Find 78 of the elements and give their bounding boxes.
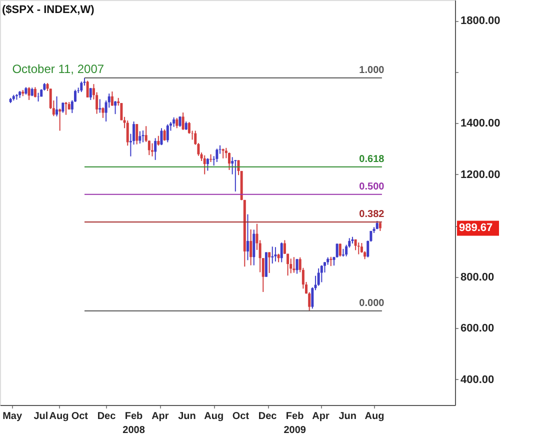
candlestick [80, 81, 83, 93]
candlestick [203, 154, 206, 175]
candlestick [172, 116, 176, 128]
candlestick [154, 138, 157, 160]
annotation: 0.618 [359, 154, 385, 165]
x-tick-label: Feb 2008 [122, 411, 146, 436]
candlestick [246, 214, 249, 261]
candlestick [114, 100, 117, 115]
candlestick [163, 128, 166, 142]
annotation: 0.000 [359, 298, 385, 309]
candlestick [216, 148, 218, 162]
x-tick-label: Apr [312, 411, 330, 422]
annotation: October 11, 2007 [12, 62, 104, 76]
candlestick [160, 128, 163, 146]
x-tick-label: Oct [232, 411, 250, 422]
candlestick [283, 240, 286, 255]
x-tick-label: Aug [49, 411, 69, 422]
annotation: 1.000 [359, 64, 385, 76]
x-tick-label: Oct [71, 411, 89, 422]
candlestick [271, 246, 274, 264]
candlestick [58, 108, 62, 132]
candlestick [37, 92, 40, 102]
candlestick [286, 253, 290, 276]
candlestick [268, 252, 271, 274]
candlestick [126, 120, 129, 146]
candlestick [280, 242, 283, 263]
candlestick [136, 124, 138, 145]
annotation: 0.382 [359, 208, 385, 220]
x-tick-label: Feb 2009 [284, 411, 306, 436]
candlestick [176, 117, 178, 129]
y-tick-label: 600.00 [460, 322, 494, 335]
x-tick-label: Aug [364, 411, 384, 422]
candlestick [330, 256, 332, 267]
candlestick [274, 246, 277, 262]
candlestick [110, 91, 114, 106]
y-tick-label: 1800.00 [460, 15, 500, 28]
candlestick [252, 229, 256, 266]
candlestick [34, 86, 36, 98]
candlestick [56, 96, 58, 117]
candlestick [222, 148, 224, 159]
annotation: 0.500 [359, 181, 385, 192]
y-tick-label: 800.00 [460, 271, 494, 284]
candlestick [138, 130, 142, 144]
candlestick [234, 159, 237, 192]
x-tick-label: Jul [34, 411, 48, 422]
candlestick [151, 142, 154, 157]
candlestick [317, 268, 320, 286]
candlestick [296, 258, 298, 274]
candlestick [62, 102, 64, 114]
candlestick [102, 106, 104, 118]
x-tick-label: Dec [258, 411, 278, 422]
candlestick [142, 130, 144, 143]
candlestick [292, 256, 296, 274]
candlestick [290, 258, 292, 274]
x-tick-label: Jun [338, 411, 357, 422]
chart-title: ($SPX - INDEX,W) [2, 4, 95, 16]
x-tick-label: Aug [204, 411, 224, 422]
x-tick-label: Jun [178, 411, 196, 422]
x-tick-label: Dec [97, 411, 116, 422]
candlestick [157, 135, 160, 146]
x-tick-label: Apr [152, 411, 169, 422]
candlestick [336, 243, 338, 258]
candlestick [166, 124, 169, 143]
y-tick-label: 1400.00 [460, 118, 500, 130]
candlestick [320, 264, 323, 283]
candlestick [338, 243, 342, 258]
x-tick-label: May [2, 411, 22, 422]
candlestick [250, 228, 252, 266]
text: 989.67 [459, 222, 493, 234]
y-tick-label: 1200.00 [460, 168, 500, 181]
candlestick [206, 158, 209, 172]
candlestick [28, 86, 30, 100]
candlestick [89, 87, 92, 100]
candlestick [182, 112, 184, 130]
candlestick [228, 152, 231, 170]
candlestick [86, 80, 89, 98]
candlestick [98, 98, 102, 114]
y-tick-label: 400.00 [460, 374, 494, 386]
